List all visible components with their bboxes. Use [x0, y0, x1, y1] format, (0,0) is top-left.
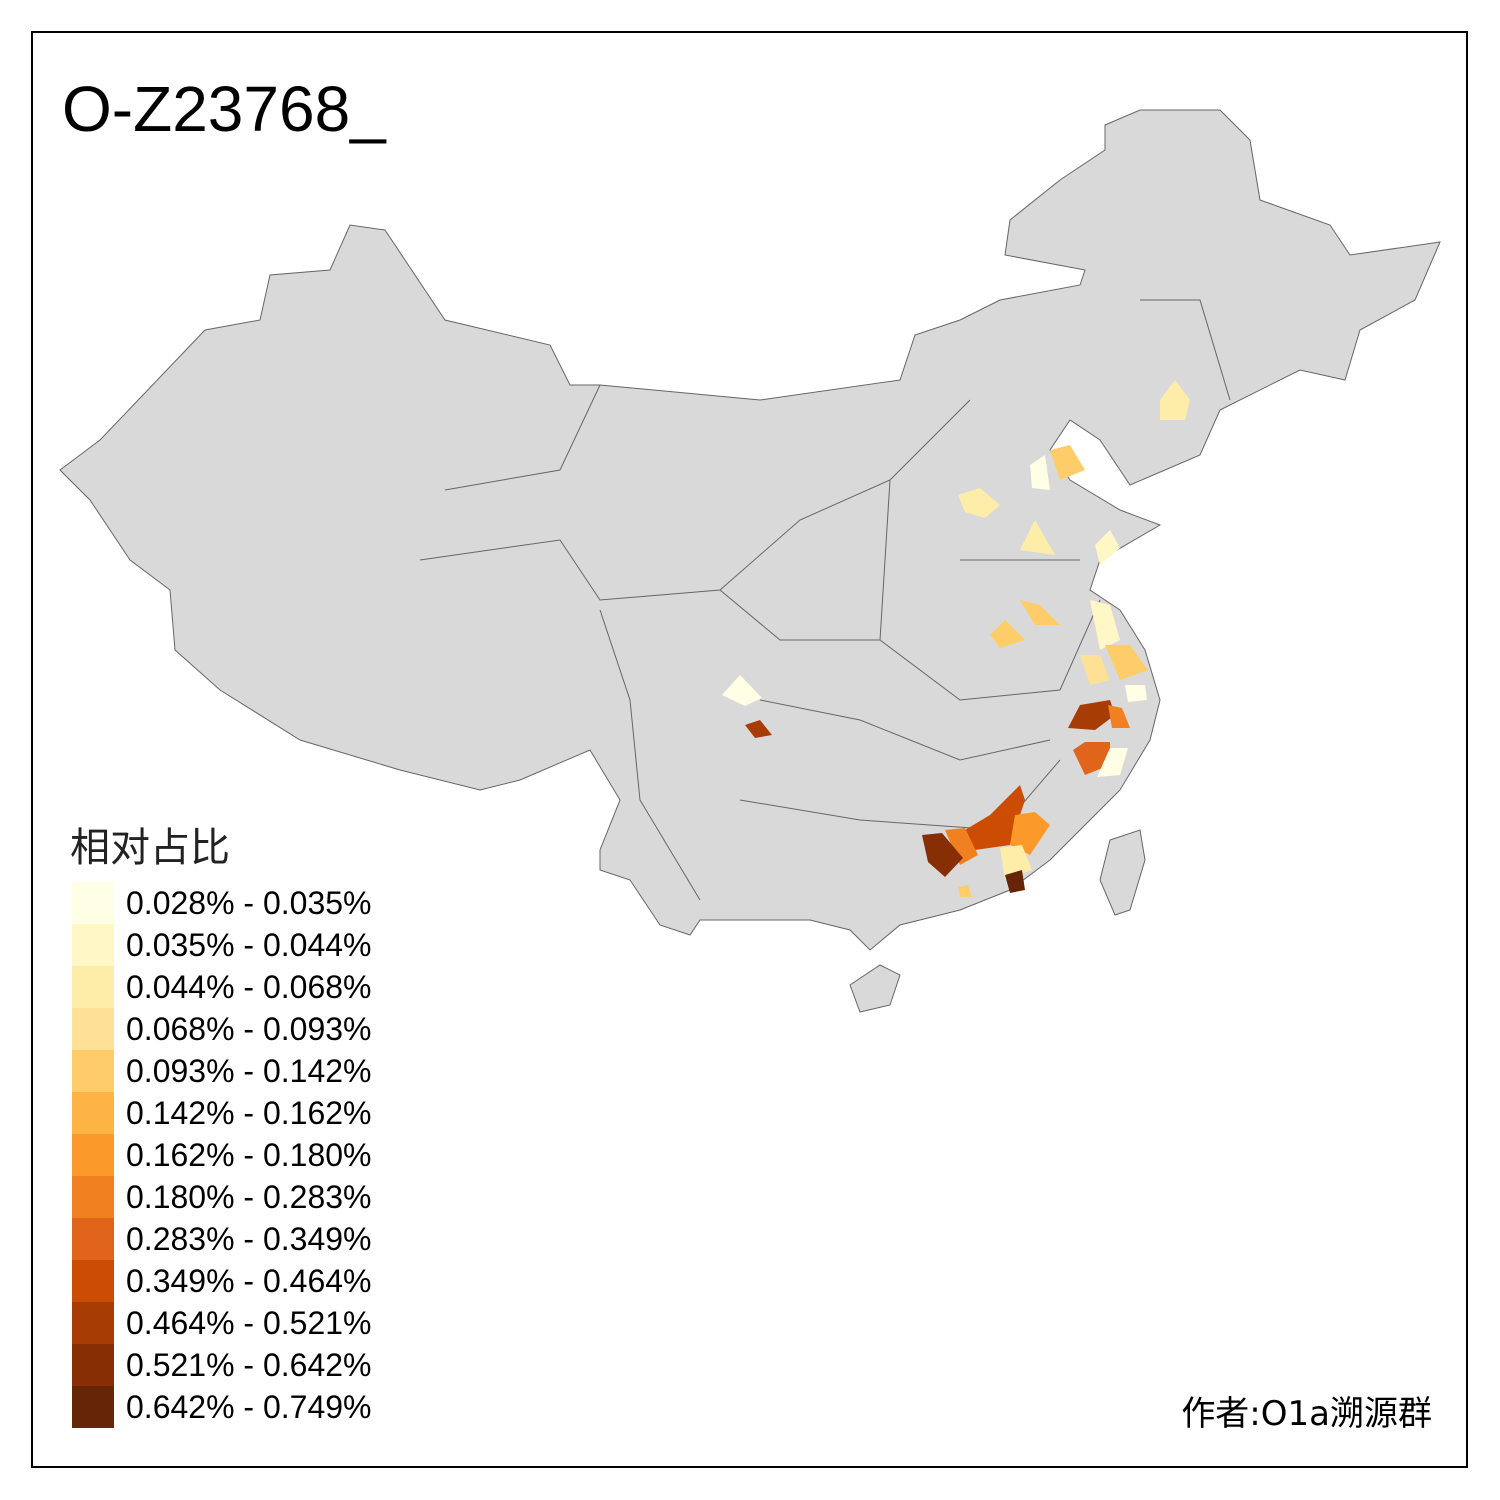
legend-item: 0.283% - 0.349%	[72, 1218, 372, 1260]
legend-swatch	[72, 1386, 114, 1428]
region	[1090, 600, 1120, 650]
legend-item: 0.642% - 0.749%	[72, 1386, 372, 1428]
region	[1068, 700, 1115, 730]
mainland-outline	[59, 109, 1441, 951]
legend-label: 0.044% - 0.068%	[126, 968, 372, 1005]
map-title: O-Z23768_	[62, 73, 386, 145]
region	[1050, 445, 1085, 480]
legend-label: 0.142% - 0.162%	[126, 1094, 372, 1131]
region	[1125, 685, 1147, 702]
region	[1030, 455, 1050, 490]
legend-label: 0.642% - 0.749%	[126, 1388, 372, 1425]
legend-swatch	[72, 1344, 114, 1386]
legend: 0.028% - 0.035% 0.035% - 0.044% 0.044% - 0…	[72, 882, 372, 1428]
province-borders	[419, 299, 1231, 901]
region	[1073, 742, 1110, 775]
legend-label: 0.180% - 0.283%	[126, 1178, 372, 1215]
region	[745, 720, 772, 738]
legend-label: 0.093% - 0.142%	[126, 1052, 372, 1089]
legend-item: 0.464% - 0.521%	[72, 1302, 372, 1344]
legend-item: 0.162% - 0.180%	[72, 1134, 372, 1176]
region	[1097, 748, 1128, 777]
legend-label: 0.349% - 0.464%	[126, 1262, 372, 1299]
map-frame	[31, 31, 1468, 1468]
region	[1108, 705, 1130, 728]
legend-item: 0.521% - 0.642%	[72, 1344, 372, 1386]
legend-swatch	[72, 1302, 114, 1344]
legend-item: 0.093% - 0.142%	[72, 1050, 372, 1092]
hainan-outline	[849, 964, 901, 1013]
legend-label: 0.464% - 0.521%	[126, 1304, 372, 1341]
region	[945, 828, 978, 865]
legend-label: 0.068% - 0.093%	[126, 1010, 372, 1047]
region	[1010, 812, 1050, 855]
region	[1005, 870, 1025, 893]
region	[1105, 645, 1148, 680]
legend-label: 0.035% - 0.044%	[126, 926, 372, 963]
legend-item: 0.180% - 0.283%	[72, 1176, 372, 1218]
legend-swatch	[72, 1050, 114, 1092]
legend-label: 0.283% - 0.349%	[126, 1220, 372, 1257]
region	[1000, 845, 1032, 880]
author-credit: 作者:O1a溯源群	[1181, 1394, 1432, 1434]
legend-swatch	[72, 924, 114, 966]
region	[922, 833, 963, 877]
legend-label: 0.162% - 0.180%	[126, 1136, 372, 1173]
region	[1020, 600, 1060, 625]
legend-swatch	[72, 1008, 114, 1050]
region	[1020, 520, 1055, 555]
legend-label: 0.028% - 0.035%	[126, 884, 372, 921]
taiwan-outline	[1099, 829, 1146, 916]
region	[958, 488, 1000, 518]
legend-swatch	[72, 882, 114, 924]
legend-swatch	[72, 1260, 114, 1302]
region	[722, 675, 762, 706]
legend-swatch	[72, 1218, 114, 1260]
legend-swatch	[72, 966, 114, 1008]
region	[1095, 530, 1120, 565]
legend-item: 0.035% - 0.044%	[72, 924, 372, 966]
legend-item: 0.044% - 0.068%	[72, 966, 372, 1008]
region	[965, 785, 1025, 850]
region	[958, 885, 972, 897]
legend-swatch	[72, 1176, 114, 1218]
legend-label: 0.521% - 0.642%	[126, 1346, 372, 1383]
legend-item: 0.349% - 0.464%	[72, 1260, 372, 1302]
region	[1160, 380, 1190, 420]
legend-item: 0.068% - 0.093%	[72, 1008, 372, 1050]
legend-item: 0.142% - 0.162%	[72, 1092, 372, 1134]
legend-swatch	[72, 1134, 114, 1176]
region	[1080, 655, 1110, 685]
region	[990, 620, 1025, 648]
legend-item: 0.028% - 0.035%	[72, 882, 372, 924]
legend-swatch	[72, 1092, 114, 1134]
legend-title: 相对占比	[70, 825, 230, 871]
